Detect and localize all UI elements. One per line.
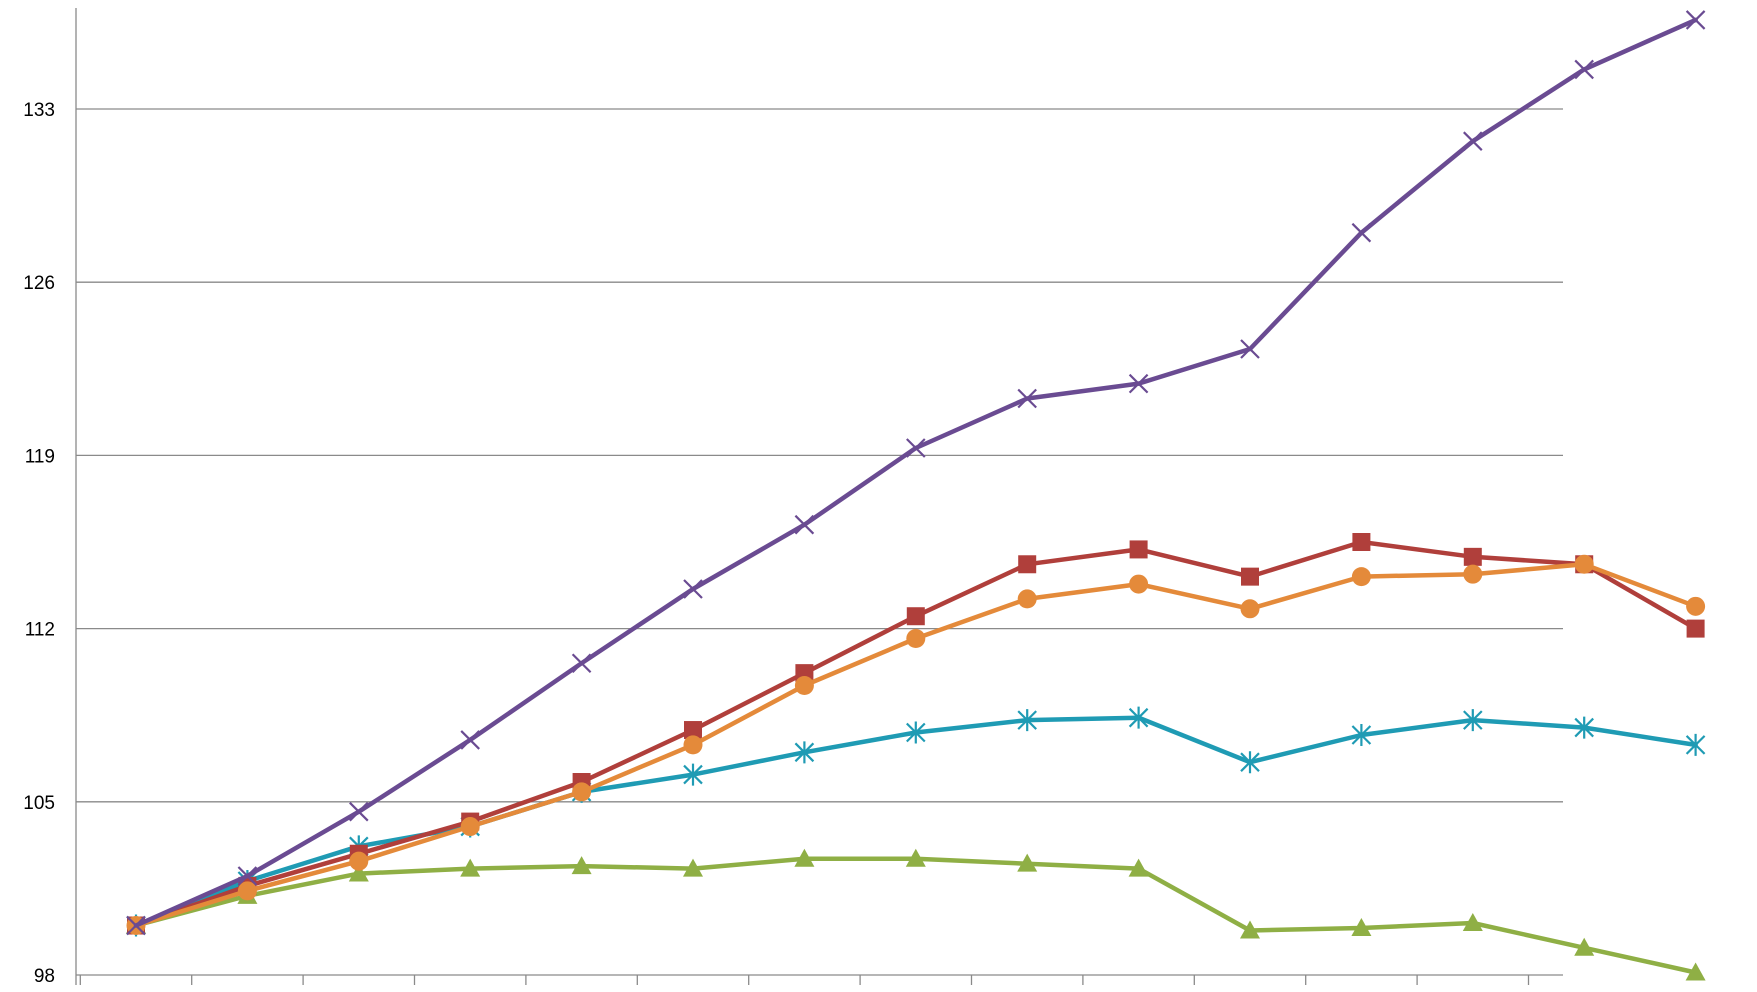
axis-layer: 98 105 112 119 126 133 (23, 8, 1563, 987)
series-5-point-11 (1240, 339, 1260, 359)
series-1-point-15 (1685, 733, 1706, 756)
series-1-point-9 (1017, 709, 1037, 732)
series-2-point-10 (1128, 858, 1149, 877)
series-1-point-7 (794, 741, 815, 764)
series-3-point-8 (906, 607, 925, 626)
series-2-point-4 (460, 858, 481, 877)
series-layer (126, 10, 1706, 981)
y-tick-label-126: 126 (23, 273, 55, 294)
series-2-point-8 (905, 848, 926, 867)
series-2-point-7 (794, 848, 815, 867)
series-1-point-6 (683, 763, 703, 786)
series-4-point-2 (237, 881, 257, 901)
series-5-point-1 (126, 915, 146, 936)
series-4-point-5 (572, 782, 592, 802)
series-3-point-11 (1241, 567, 1259, 586)
series-1-point-11 (1240, 751, 1260, 774)
series-3-point-15 (1686, 619, 1705, 638)
series-2-point-5 (571, 856, 592, 875)
series-1-point-10 (1128, 706, 1149, 729)
series-4-point-3 (349, 851, 369, 871)
series-5-point-9 (1017, 388, 1037, 409)
series-1-point-8 (906, 721, 926, 744)
series-2-point-14 (1574, 937, 1595, 956)
series-5-point-12 (1351, 222, 1372, 243)
series-4-point-4 (460, 817, 480, 837)
series-5-point-10 (1128, 373, 1149, 394)
series-1-point-14 (1574, 716, 1594, 739)
series-4-point-8 (906, 628, 926, 648)
series-4-point-14 (1574, 554, 1594, 574)
series-2-point-6 (683, 858, 703, 877)
y-tick-label-105: 105 (23, 793, 55, 814)
series-4-point-9 (1017, 589, 1037, 609)
series-5-point-8 (906, 438, 926, 458)
series-1-line (133, 715, 1698, 928)
series-4-point-7 (794, 676, 814, 696)
series-2-line (133, 856, 1698, 975)
series-1-point-13 (1463, 709, 1483, 732)
series-5-point-14 (1574, 59, 1594, 80)
y-tick-label-98: 98 (34, 966, 55, 987)
series-5-point-13 (1463, 131, 1483, 151)
series-5-line (133, 17, 1698, 928)
series-5-point-6 (683, 579, 703, 599)
y-tick-label-112: 112 (25, 620, 55, 641)
series-2-point-3 (348, 863, 369, 882)
series-3-point-6 (684, 721, 702, 740)
series-5-point-2 (237, 866, 258, 886)
series-4-point-10 (1129, 574, 1149, 594)
y-tick-label-133: 133 (23, 100, 55, 121)
series-4-point-6 (683, 735, 703, 755)
series-2-point-12 (1351, 917, 1372, 936)
series-2-point-15 (1685, 962, 1706, 981)
series-2-point-13 (1462, 913, 1483, 932)
series-2-point-9 (1017, 853, 1038, 872)
series-5-point-5 (571, 653, 592, 674)
series-5-point-3 (349, 801, 369, 822)
y-tick-label-119: 119 (25, 446, 55, 467)
series-2-point-11 (1240, 920, 1260, 939)
series-5-point-4 (460, 730, 480, 750)
series-5-point-7 (794, 514, 815, 535)
series-4-point-15 (1686, 596, 1706, 616)
series-4-point-12 (1351, 567, 1371, 587)
series-4-point-11 (1240, 599, 1260, 619)
series-3-point-13 (1463, 547, 1482, 566)
grid-layer (76, 108, 1563, 803)
series-5-point-15 (1685, 10, 1706, 30)
series-3-point-12 (1352, 533, 1371, 551)
series-4-point-13 (1463, 564, 1483, 584)
series-3-point-10 (1129, 540, 1148, 559)
series-1-point-12 (1351, 723, 1372, 746)
series-3-point-9 (1018, 555, 1037, 574)
